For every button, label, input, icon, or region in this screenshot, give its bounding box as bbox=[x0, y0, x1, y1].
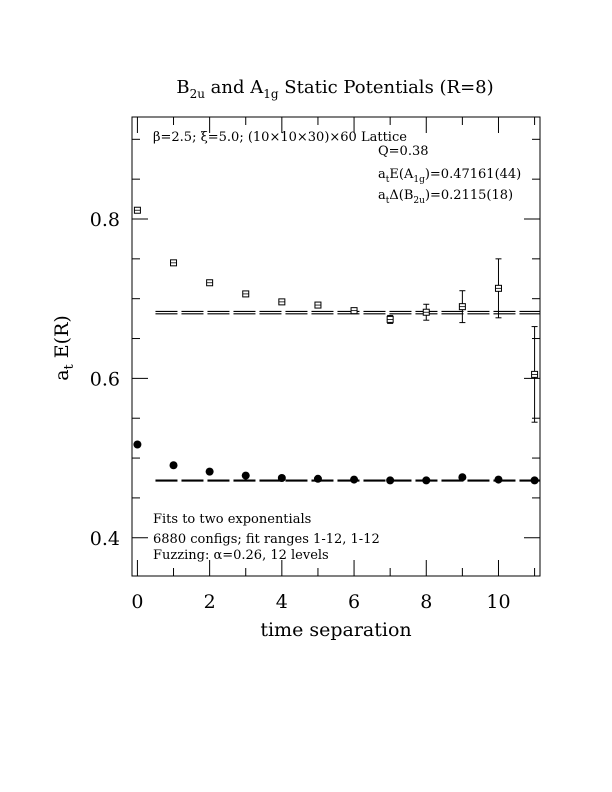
fit-lines bbox=[155, 310, 540, 482]
circle-marker bbox=[169, 461, 178, 470]
circle-marker bbox=[205, 467, 214, 476]
fit-b2u-annotation: atΔ(B2u)=0.2115(18) bbox=[378, 188, 513, 206]
data-point bbox=[241, 471, 250, 480]
circle-marker bbox=[350, 475, 359, 484]
data-point bbox=[205, 467, 214, 476]
fit-a1g-annotation: atE(A1g)=0.47161(44) bbox=[378, 167, 521, 185]
x-tick-labels: 0 2 4 6 8 10 bbox=[131, 591, 510, 613]
lattice-annotation: β=2.5; ξ=5.0; (10×10×30)×60 Lattice bbox=[153, 130, 407, 145]
circle-marker bbox=[458, 473, 467, 482]
data-point bbox=[170, 259, 178, 267]
data-points bbox=[133, 206, 539, 485]
circle-marker bbox=[494, 475, 503, 484]
data-point bbox=[350, 475, 359, 484]
data-point bbox=[314, 301, 322, 309]
y-tick-labels: 0.4 0.6 0.8 bbox=[90, 209, 120, 550]
data-point bbox=[494, 258, 502, 319]
data-point bbox=[169, 461, 178, 470]
y-tick-label: 0.6 bbox=[90, 368, 120, 390]
data-point bbox=[386, 476, 395, 485]
data-point bbox=[494, 475, 503, 484]
q-annotation: Q=0.38 bbox=[378, 144, 429, 159]
data-point bbox=[422, 476, 431, 485]
x-tick-label: 4 bbox=[276, 591, 288, 613]
x-tick-label: 2 bbox=[204, 591, 216, 613]
data-point bbox=[531, 326, 539, 423]
circle-marker bbox=[422, 476, 431, 485]
x-axis-label: time separation bbox=[260, 619, 411, 641]
configs-annotation: 6880 configs; fit ranges 1-12, 1-12 bbox=[153, 532, 380, 547]
data-point bbox=[206, 279, 214, 287]
circle-marker bbox=[133, 440, 142, 449]
plot-frame bbox=[131, 116, 541, 577]
data-point bbox=[458, 290, 466, 324]
fits-annotation: Fits to two exponentials bbox=[153, 512, 311, 527]
data-point bbox=[133, 440, 142, 449]
circle-marker bbox=[241, 471, 250, 480]
y-tick-label: 0.8 bbox=[90, 209, 120, 231]
circle-marker bbox=[530, 476, 539, 485]
data-point bbox=[242, 290, 250, 298]
data-point bbox=[386, 314, 394, 324]
data-point bbox=[133, 206, 141, 214]
circle-marker bbox=[277, 473, 286, 482]
chart-title: B2u and A1g Static Potentials (R=8) bbox=[176, 77, 493, 101]
fuzzing-annotation: Fuzzing: α=0.26, 12 levels bbox=[153, 548, 329, 563]
y-tick-label: 0.4 bbox=[90, 528, 120, 550]
data-point bbox=[277, 473, 286, 482]
circle-marker bbox=[313, 474, 322, 483]
x-tick-label: 8 bbox=[420, 591, 432, 613]
x-tick-label: 10 bbox=[486, 591, 510, 613]
x-tick-label: 6 bbox=[348, 591, 360, 613]
axis-ticks bbox=[132, 117, 540, 576]
x-tick-label: 0 bbox=[131, 591, 143, 613]
circle-marker bbox=[386, 476, 395, 485]
data-point bbox=[313, 474, 322, 483]
data-point bbox=[422, 303, 430, 321]
y-axis-label: at E(R) bbox=[51, 315, 77, 381]
data-point bbox=[350, 307, 358, 315]
data-point bbox=[278, 298, 286, 306]
data-point bbox=[530, 476, 539, 485]
data-point bbox=[458, 473, 467, 482]
